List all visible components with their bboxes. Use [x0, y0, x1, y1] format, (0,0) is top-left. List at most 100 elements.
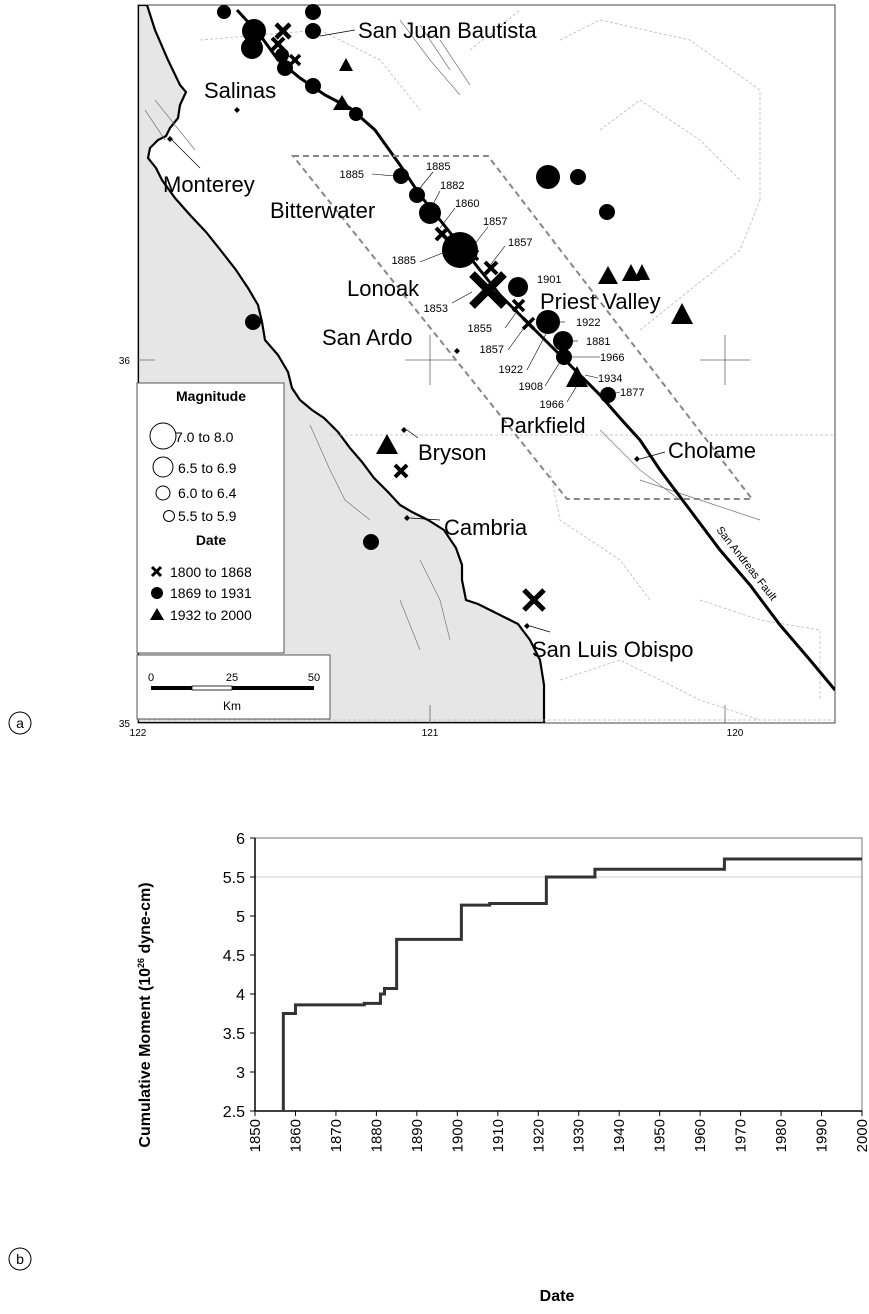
study-region-box [290, 155, 755, 500]
legend-date-class: 1800 to 1868 [170, 564, 252, 580]
place-name-cholame: Cholame [668, 438, 756, 463]
year-leaders [371, 171, 621, 403]
y-tick-label: 5.5 [223, 870, 245, 887]
place-name-san-luis-obispo: San Luis Obispo [532, 637, 693, 662]
place-name-priest-valley: Priest Valley [540, 289, 661, 314]
chart-series [281, 857, 863, 1112]
x-tick-label: 1950 [652, 1119, 669, 1152]
plot-frame [254, 837, 863, 1112]
x-tick-label: 1920 [530, 1119, 547, 1152]
x-tick-label: 1940 [611, 1119, 628, 1152]
chart-axes [250, 837, 863, 1116]
place-name-bryson: Bryson [418, 440, 486, 465]
place-name-parkfield: Parkfield [500, 413, 586, 438]
x-tick-labels: 1850 1860 1870 1880 1890 1900 1910 1920 1930 1940… [247, 1119, 869, 1152]
legend-date-title: Date [196, 532, 227, 548]
year-label: 1885 [340, 169, 364, 181]
year-labels: 1885 1885 1882 1860 1857 1885 1857 1901 … [340, 161, 645, 411]
scale-tick: 0 [148, 672, 154, 684]
year-label: 1885 [426, 161, 450, 173]
legend-magnitude-class: 6.5 to 6.9 [178, 460, 237, 476]
place-name-monterey: Monterey [163, 172, 255, 197]
x-tick-label: 1930 [571, 1119, 588, 1152]
place-name-san-juan-bautista: San Juan Bautista [358, 18, 537, 43]
graticule [138, 335, 750, 723]
panel-b-label-circle [8, 1247, 32, 1271]
y-tick-label: 6 [236, 831, 245, 848]
year-label: 1857 [480, 344, 504, 356]
legend-magnitude-title: Magnitude [176, 388, 246, 404]
year-label: 1877 [620, 387, 644, 399]
place-name-bitterwater: Bitterwater [270, 198, 375, 223]
lon-label-122: 122 [130, 728, 147, 739]
lat-label-36: 36 [119, 356, 131, 367]
minor-faults [144, 19, 761, 651]
year-label: 1855 [468, 323, 492, 335]
chart-grid [255, 837, 862, 878]
place-name-lonoak: Lonoak [347, 276, 420, 301]
x-tick-label: 1970 [733, 1119, 750, 1152]
scale-unit: Km [223, 699, 241, 713]
year-label: 1922 [576, 317, 600, 329]
year-label: 1857 [483, 216, 507, 228]
lon-label-121: 121 [422, 728, 439, 739]
y-tick-label: 4 [236, 987, 245, 1004]
y-axis-label: Cumulative Moment (1026 dyne-cm) [136, 882, 154, 1147]
quake-crosses [251, 22, 546, 612]
x-axis-label: Date [540, 1288, 575, 1305]
place-leaders [171, 29, 666, 633]
scale-bar: 0 25 50 Km [136, 654, 331, 720]
legend-magnitude-class: 5.5 to 5.9 [178, 508, 237, 524]
legend-date-class: 1869 to 1931 [170, 585, 252, 601]
year-label: 1857 [508, 237, 532, 249]
y-tick-label: 4.5 [223, 948, 245, 965]
year-label: 1901 [537, 274, 561, 286]
scale-tick: 50 [308, 672, 320, 684]
panel-a-label-circle [8, 711, 32, 735]
panel-b-label: b [16, 1251, 24, 1267]
y-tick-label: 5 [236, 909, 245, 926]
year-label: 1922 [499, 364, 523, 376]
y-tick-label: 3 [236, 1065, 245, 1082]
year-label: 1853 [424, 303, 448, 315]
place-names: San Juan Bautista Salinas Monterey Bitte… [163, 18, 756, 662]
x-tick-label: 1980 [773, 1119, 790, 1152]
x-tick-label: 1960 [692, 1119, 709, 1152]
year-label: 1885 [392, 255, 416, 267]
quake-triangles [333, 58, 693, 454]
y-tick-label: 3.5 [223, 1026, 245, 1043]
x-tick-label: 1910 [490, 1119, 507, 1152]
cumulative-moment-chart: b Cumulative Moment (1026 dyne-cm) Date … [8, 831, 869, 1305]
x-tick-label: 1850 [247, 1119, 264, 1152]
x-tick-label: 1880 [368, 1119, 385, 1152]
year-label: 1881 [586, 336, 610, 348]
seismicity-map: 36 35 122 121 120 a [8, 4, 836, 739]
panel-a-label: a [16, 715, 24, 731]
legend-magnitude-class: 6.0 to 6.4 [178, 485, 237, 501]
place-name-san-ardo: San Ardo [322, 325, 413, 350]
x-tick-label: 1870 [328, 1119, 345, 1152]
place-markers [167, 107, 640, 629]
x-tick-label: 2000 [854, 1119, 869, 1152]
series-line [281, 857, 862, 1111]
place-name-cambria: Cambria [444, 515, 528, 540]
year-label: 1908 [519, 381, 543, 393]
year-label: 1966 [540, 399, 564, 411]
year-label: 1882 [440, 180, 464, 192]
year-label: 1860 [455, 198, 479, 210]
x-tick-label: 1900 [449, 1119, 466, 1152]
san-andreas-fault [235, 8, 835, 691]
x-tick-label: 1990 [814, 1119, 831, 1152]
x-tick-label: 1860 [287, 1119, 304, 1152]
y-tick-labels: 2.5 3 3.5 4 4.5 5 5.5 6 [223, 831, 245, 1121]
lon-label-120: 120 [727, 728, 744, 739]
year-label: 1966 [600, 352, 624, 364]
lat-label-35: 35 [119, 719, 131, 730]
x-tick-label: 1890 [409, 1119, 426, 1152]
place-name-salinas: Salinas [204, 78, 276, 103]
legend-magnitude-class: 7.0 to 8.0 [175, 429, 234, 445]
scale-tick: 25 [226, 672, 238, 684]
y-tick-label: 2.5 [223, 1104, 245, 1121]
year-label: 1934 [598, 373, 622, 385]
legend-date-class: 1932 to 2000 [170, 607, 252, 623]
